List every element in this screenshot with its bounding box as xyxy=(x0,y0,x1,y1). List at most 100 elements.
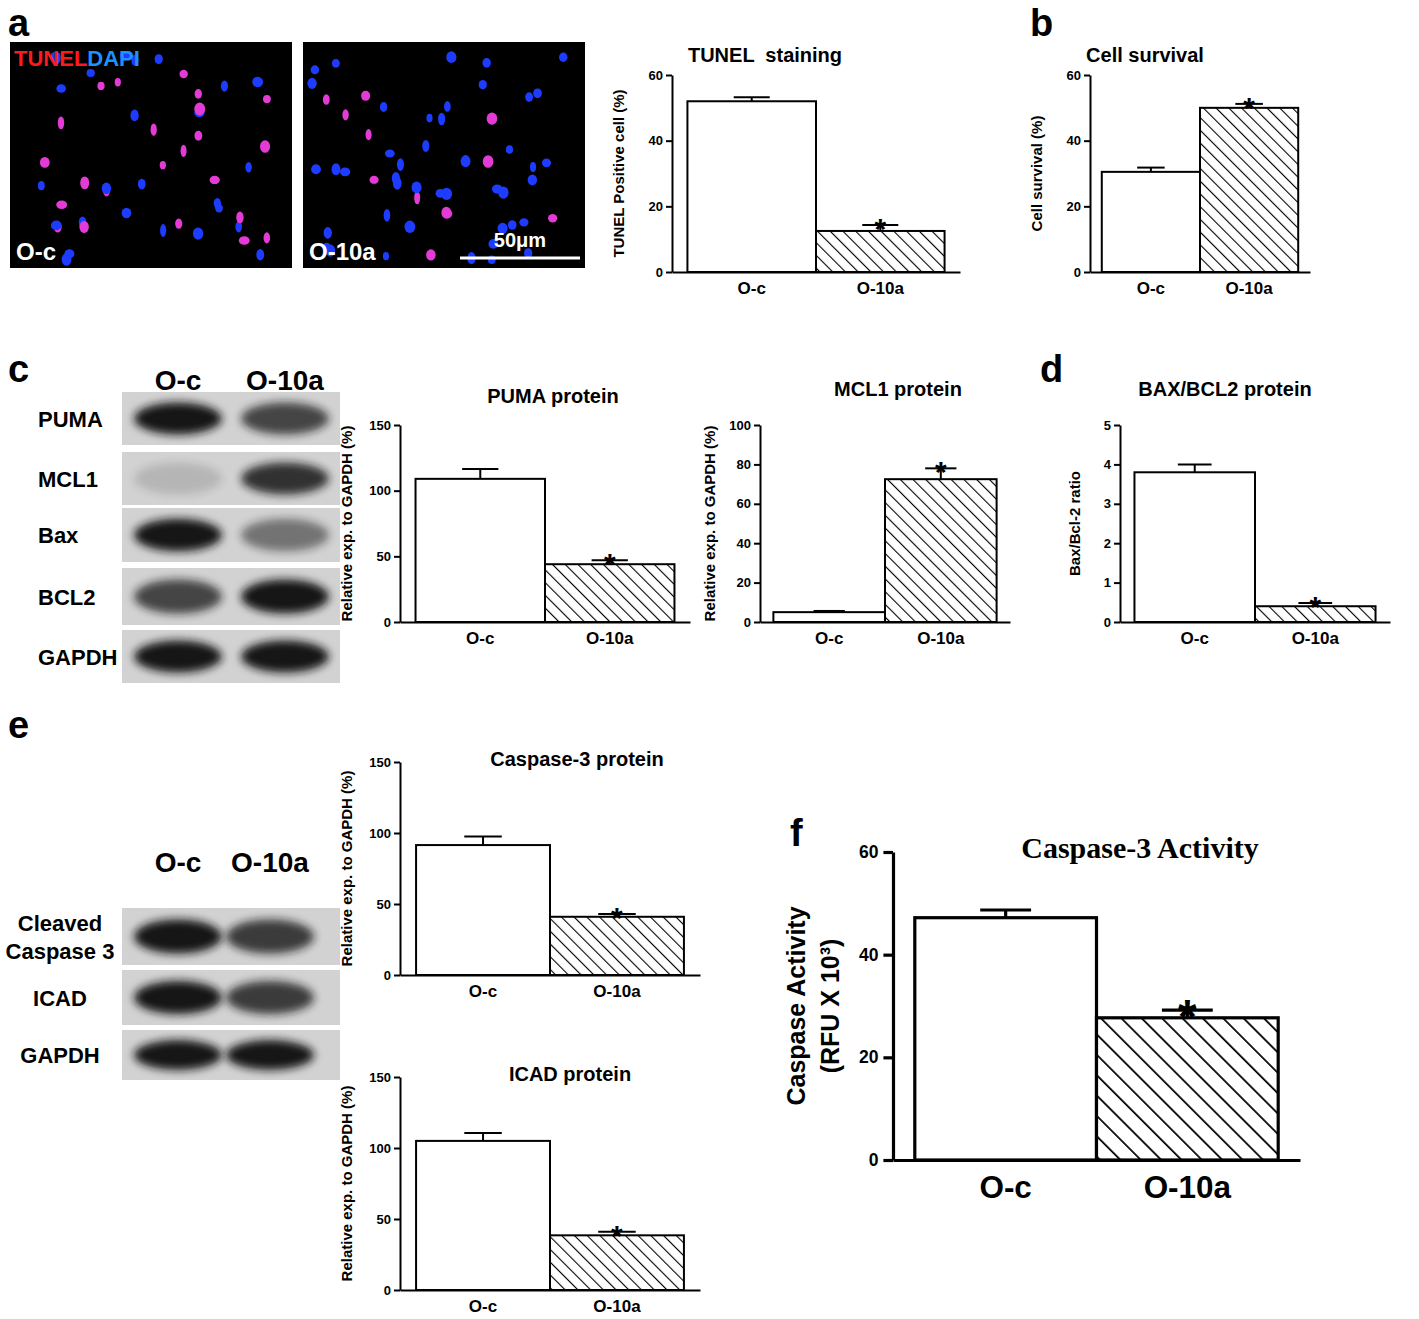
x-axis: O-cO-10a xyxy=(894,1160,1301,1205)
y-axis-title: (RFU X 10³) xyxy=(816,939,844,1074)
y-tick: 0 xyxy=(1104,615,1120,630)
cell-nucleus xyxy=(498,186,508,198)
x-axis: O-cO-10a xyxy=(401,975,701,1001)
cell-nucleus xyxy=(369,176,378,184)
panel-letter: f xyxy=(790,812,803,854)
chart-title: Caspase-3 protein xyxy=(490,748,663,770)
blot-band xyxy=(134,981,222,1014)
bar-chart: 050100150O-cO-10aCaspase-3 proteinRelati… xyxy=(338,748,701,1001)
bar-chart: 050100150O-cO-10aPUMA proteinRelative ex… xyxy=(338,385,691,648)
cell-nucleus xyxy=(239,236,250,245)
y-axis-line xyxy=(400,763,402,976)
y-tick-mark xyxy=(883,851,893,854)
cell-nucleus xyxy=(175,218,182,228)
bar-chart: 0204060O-cO-10aTUNEL stainingTUNEL Posit… xyxy=(610,44,961,298)
blot-band xyxy=(134,919,222,953)
x-tick-label: O-c xyxy=(1137,279,1165,298)
error-bar xyxy=(814,611,845,612)
panel-letter: e xyxy=(8,704,29,746)
y-tick-mark xyxy=(666,272,672,274)
y-tick-label: 5 xyxy=(1104,418,1111,433)
cell-nucleus xyxy=(260,140,270,153)
cell-nucleus xyxy=(56,84,66,93)
y-tick-mark xyxy=(394,833,400,835)
cell-nucleus xyxy=(97,82,104,90)
x-tick-label: O-c xyxy=(979,1170,1031,1205)
blot-row-label: PUMA xyxy=(38,407,103,432)
scale-bar-label: 50μm xyxy=(494,229,546,251)
y-tick-mark xyxy=(394,762,400,764)
y-tick: 0 xyxy=(384,615,400,630)
error-bar xyxy=(980,910,1031,918)
x-tick-label: O-10a xyxy=(857,279,905,298)
cell-nucleus xyxy=(51,221,62,231)
x-axis-line xyxy=(1091,272,1311,274)
error-bar-cap xyxy=(1178,463,1212,465)
bar xyxy=(1134,472,1255,622)
y-tick: 50 xyxy=(377,1212,400,1227)
cell-nucleus xyxy=(385,149,395,157)
y-tick: 150 xyxy=(369,755,400,770)
y-tick-label: 0 xyxy=(384,615,391,630)
chart-title: PUMA protein xyxy=(487,385,618,407)
y-tick-mark xyxy=(394,622,400,624)
y-tick: 40 xyxy=(649,133,672,148)
blot-strip xyxy=(122,568,340,625)
blot-strip xyxy=(122,508,340,562)
error-bar xyxy=(1137,168,1165,172)
blot-band xyxy=(134,403,222,435)
error-bar-stem xyxy=(482,1133,484,1141)
x-axis-line xyxy=(673,272,961,274)
blot-strip xyxy=(122,392,340,445)
error-bar-cap xyxy=(464,1132,502,1134)
chart-title: MCL1 protein xyxy=(834,378,962,400)
blot-row-label: Bax xyxy=(38,523,79,548)
cell-nucleus xyxy=(64,249,74,258)
y-tick-mark xyxy=(666,140,672,142)
plot-marks xyxy=(773,468,996,622)
cell-nucleus xyxy=(38,181,45,190)
cell-nucleus xyxy=(115,78,121,86)
y-axis-line xyxy=(760,426,762,623)
cell-nucleus xyxy=(58,116,64,129)
y-tick-mark xyxy=(394,1290,400,1292)
bar-chart: 0204060O-cO-10aCell survivalCell surviva… xyxy=(1028,44,1311,298)
x-tick: O-10a xyxy=(1225,272,1273,298)
x-tick-label: O-10a xyxy=(917,629,965,648)
micrograph-background xyxy=(10,42,292,268)
error-bar-stem xyxy=(482,837,484,846)
y-tick-label: 100 xyxy=(369,483,391,498)
cell-nucleus xyxy=(323,94,330,104)
y-tick: 100 xyxy=(369,1141,400,1156)
y-tick-label: 20 xyxy=(1067,199,1081,214)
cell-nucleus xyxy=(160,161,166,169)
error-bar-stem xyxy=(1194,464,1196,472)
blot-band xyxy=(134,579,222,613)
cell-nucleus xyxy=(414,191,420,204)
cell-nucleus xyxy=(542,158,551,167)
blot-band xyxy=(134,519,222,551)
y-axis-title: Relative exp. to GAPDH (%) xyxy=(338,426,355,622)
y-axis: 020406080100 xyxy=(729,418,760,630)
micrograph-label: O-c xyxy=(16,238,56,265)
western-blot: O-cO-10aPUMAMCL1BaxBCL2GAPDH xyxy=(38,365,340,683)
y-axis-title: Relative exp. to GAPDH (%) xyxy=(338,771,355,967)
error-bar xyxy=(462,469,498,479)
x-axis: O-cO-10a xyxy=(673,272,961,298)
y-tick-label: 0 xyxy=(744,615,751,630)
scale-bar xyxy=(460,257,580,260)
lane-label: O-10a xyxy=(231,847,309,878)
cell-nucleus xyxy=(236,211,243,223)
micrograph-label: O-10a xyxy=(309,238,376,265)
annotation: * xyxy=(611,1219,623,1252)
cell-nucleus xyxy=(519,218,528,226)
y-tick-mark xyxy=(394,1148,400,1150)
x-tick: O-c xyxy=(469,975,497,1001)
y-tick-label: 50 xyxy=(377,549,391,564)
error-bar-cap xyxy=(980,908,1031,911)
cell-nucleus xyxy=(483,155,494,168)
y-tick: 20 xyxy=(737,575,760,590)
chart-title: Caspase-3 Activity xyxy=(1021,831,1258,864)
y-tick: 40 xyxy=(737,536,760,551)
error-bar-cap xyxy=(464,836,502,838)
